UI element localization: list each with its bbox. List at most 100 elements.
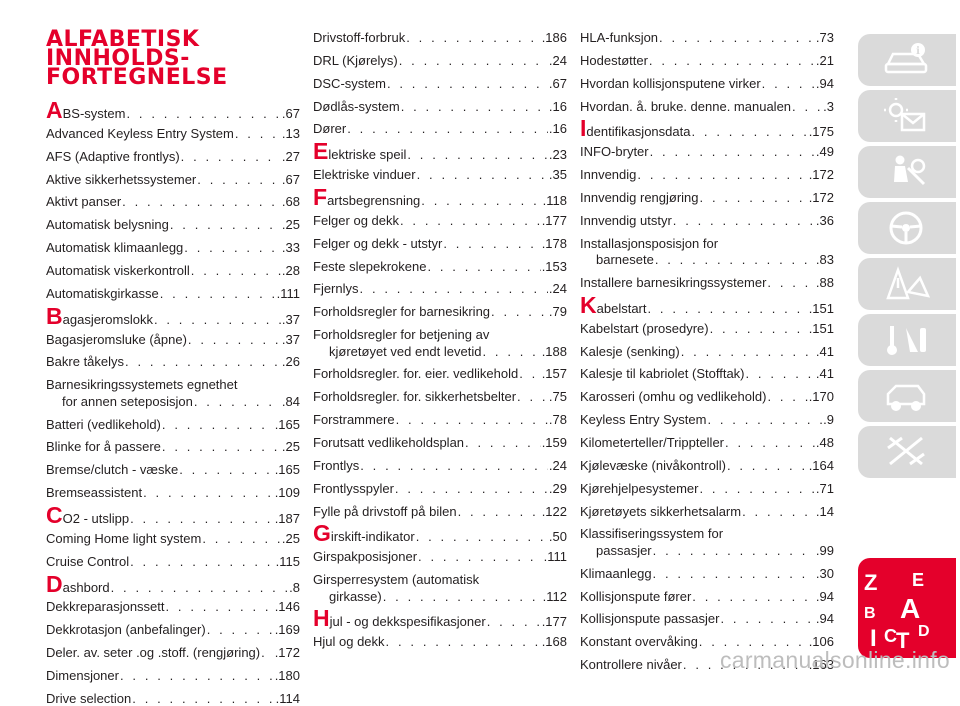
section-initial: C — [46, 501, 63, 528]
tab-maintenance[interactable] — [858, 314, 956, 366]
tab-driving[interactable] — [858, 202, 956, 254]
entry-label: Kjørehjelpesystemer — [580, 481, 699, 496]
entry-label: Installasjonsposisjon for — [580, 236, 718, 251]
index-entry: Bremse/clutch - væske .165 — [46, 462, 300, 477]
index-entry: INFO-bryter .49 — [580, 144, 834, 159]
entry-label: Fjernlys — [313, 281, 359, 296]
leader-dots — [742, 504, 815, 519]
entry-text: Forholdsregler for barnesikring — [313, 304, 491, 320]
tab-car-info[interactable]: i — [858, 34, 956, 86]
page-number: .24 — [548, 457, 567, 473]
index-entry: Kollisjonspute passasjer .94 — [580, 611, 834, 626]
tab-multimedia[interactable] — [858, 426, 956, 478]
leader-dots — [487, 614, 541, 629]
index-entry: Bakre tåkelys .26 — [46, 354, 300, 369]
leader-dots — [162, 439, 281, 454]
index-entry: Forholdsregler for barnesikring .79 — [313, 304, 567, 319]
entry-text: dentifikasjonsdata — [586, 124, 691, 140]
tab-dashboard[interactable] — [858, 90, 956, 142]
section-initial: D — [46, 570, 63, 597]
page-number: .67 — [281, 171, 300, 187]
page-number: .28 — [281, 262, 300, 278]
entry-label: Coming Home light system — [46, 531, 201, 546]
leader-dots — [443, 236, 540, 251]
leader-dots — [387, 76, 548, 91]
leader-dots — [235, 126, 281, 141]
tab-specifications[interactable] — [858, 370, 956, 422]
page-number: .151 — [808, 320, 834, 336]
leader-dots — [181, 149, 281, 164]
index-entry: Automatisk klimaanlegg .33 — [46, 240, 300, 255]
entry-text: passasjer — [596, 542, 652, 558]
index-entry: HLA-funksjon .73 — [580, 30, 834, 45]
entry-label: Dashbord — [46, 572, 110, 595]
index-entry: Dimensjoner .180 — [46, 668, 300, 683]
entry-label: Innvendig utstyr — [580, 213, 672, 228]
page-number: .94 — [815, 75, 834, 91]
entry-label: Kabelstart (prosedyre) — [580, 321, 709, 336]
index-entry: Installere barnesikringssystemer .88 — [580, 275, 834, 290]
page-number: .24 — [548, 281, 567, 297]
index-entry: passasjer .99 — [580, 543, 834, 558]
entry-label: Dekkrotasjon (anbefalinger) — [46, 622, 206, 637]
entry-text: Batteri (vedlikehold) — [46, 416, 161, 432]
index-entry: Automatiskgirkasse .111 — [46, 286, 300, 301]
leader-dots — [691, 124, 807, 139]
leader-dots — [725, 435, 815, 450]
entry-text: Innvendig rengjøring — [580, 189, 699, 205]
index-entry: DRL (Kjørelys) .24 — [313, 53, 567, 68]
entry-label: Forutsatt vedlikeholdsplan — [313, 435, 464, 450]
page-number: .75 — [548, 389, 567, 405]
leader-dots — [707, 412, 822, 427]
leader-dots — [700, 481, 815, 496]
index-entry: Dekkrotasjon (anbefalinger) .169 — [46, 622, 300, 637]
leader-dots — [720, 611, 814, 626]
page-number: .187 — [274, 510, 300, 526]
leader-dots — [673, 213, 815, 228]
entry-text: for annen seteposisjon — [62, 393, 193, 409]
entry-text: Dekkrotasjon (anbefalinger) — [46, 622, 206, 638]
index-entry: Kabelstart (prosedyre) .151 — [580, 321, 834, 336]
leader-dots — [458, 504, 541, 519]
leader-dots — [681, 344, 815, 359]
entry-label: Kollisjonspute passasjer — [580, 611, 719, 626]
tab-safety[interactable] — [858, 146, 956, 198]
entry-label: HLA-funksjon — [580, 30, 658, 45]
leader-dots — [383, 589, 542, 604]
index-icon: Z E B A I C T D — [864, 570, 930, 650]
index-entry: Dører .16 — [313, 121, 567, 136]
entry-text: abelstart — [596, 300, 647, 316]
index-entry: DSC-system .67 — [313, 76, 567, 91]
page-number: .41 — [815, 366, 834, 382]
entry-label: Girspakposisjoner — [313, 549, 417, 564]
entry-text: Installere barnesikringssystemer — [580, 275, 767, 290]
multimedia-icon — [887, 436, 925, 466]
entry-label: Konstant overvåking — [580, 634, 698, 649]
page-number: .16 — [548, 98, 567, 114]
section-initial: A — [46, 97, 63, 123]
entry-text: Kjørehjelpesystemer — [580, 480, 699, 496]
entry-text: Felger og dekk - utstyr — [313, 235, 443, 251]
tab-index[interactable]: Z E B A I C T D — [858, 558, 956, 658]
section-initial: B — [46, 302, 63, 329]
entry-label: Forholdsregler. for. sikkerhetsbelter — [313, 389, 516, 404]
entry-text: jul - og dekkspesifikasjoner — [329, 614, 486, 630]
index-entry: Frontlysspyler .29 — [313, 481, 567, 496]
leader-dots — [427, 259, 540, 274]
index-entry: Hodestøtter .21 — [580, 53, 834, 68]
entry-label: Dødlås-system — [313, 99, 400, 114]
page-number: .3 — [823, 98, 834, 114]
entry-text: Kontrollere nivåer — [580, 657, 682, 673]
entry-text: Automatisk belysning — [46, 217, 169, 233]
entry-label: Forholdsregler for barnesikring — [313, 304, 490, 319]
entry-label: DRL (Kjørelys) — [313, 53, 398, 68]
tab-emergency[interactable] — [858, 258, 956, 310]
index-entry: Girsperresystem (automatisk — [313, 572, 567, 587]
entry-label: Bagasjeromsluke (åpne) — [46, 332, 187, 347]
service-tools-icon — [887, 326, 926, 355]
page-number: .67 — [281, 106, 300, 121]
index-entry: Innvendig utstyr .36 — [580, 213, 834, 228]
leader-dots — [650, 144, 815, 159]
entry-label: Identifikasjonsdata — [580, 117, 691, 140]
leader-dots — [154, 312, 281, 327]
